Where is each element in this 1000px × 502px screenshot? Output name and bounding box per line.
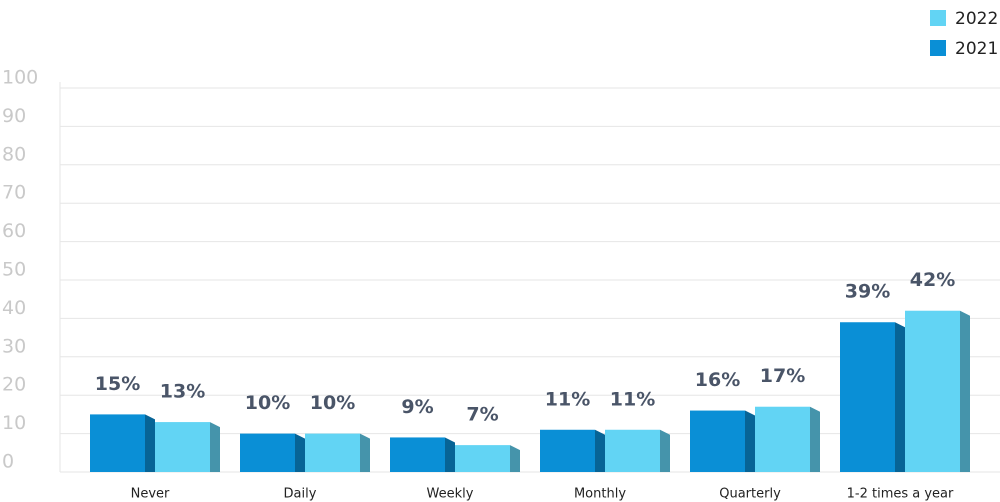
y-tick-label: 80 [2,143,26,165]
y-tick-label: 90 [2,105,26,127]
value-label: 9% [401,396,433,418]
bar [240,433,295,472]
value-label: 42% [910,269,955,291]
bar [155,422,210,472]
x-tick-label: Weekly [427,487,474,502]
legend-label: 2022 [955,9,998,29]
bar [455,445,510,472]
bar-side [295,433,305,472]
bar [755,406,810,472]
legend-swatch [930,10,946,26]
y-tick-label: 40 [2,297,26,319]
value-label: 10% [310,392,355,414]
bar-side [145,414,155,472]
bar-side [210,422,220,472]
y-tick-label: 100 [2,67,38,89]
x-tick-label: Quarterly [719,487,781,502]
bar-side [660,429,670,472]
bar [90,414,145,472]
value-label: 13% [160,381,205,403]
y-tick-label: 50 [2,259,26,281]
bar-side [895,322,905,472]
value-label: 11% [545,388,590,410]
bar-side [810,406,820,472]
bar-side [360,433,370,472]
value-label: 17% [760,365,805,387]
y-tick-label: 20 [2,374,26,396]
legend-label: 2021 [955,39,998,59]
bar [540,429,595,472]
value-label: 11% [610,388,655,410]
bar [905,310,960,472]
bar-side [595,429,605,472]
bar [690,410,745,472]
y-tick-label: 60 [2,220,26,242]
x-tick-label: Monthly [574,487,626,502]
value-label: 15% [95,373,140,395]
value-label: 39% [845,281,890,303]
x-tick-label: Never [131,487,170,502]
value-label: 10% [245,392,290,414]
x-tick-label: 1-2 times a year [847,487,954,502]
bar-side [745,410,755,472]
bar [605,429,660,472]
x-tick-label: Daily [284,487,317,502]
bar [305,433,360,472]
y-tick-label: 10 [2,412,26,434]
legend-swatch [930,40,946,56]
bar [390,437,445,472]
bar-side [960,310,970,472]
value-label: 16% [695,369,740,391]
bar-side [445,437,455,472]
y-tick-label: 70 [2,182,26,204]
value-label: 7% [466,404,498,426]
y-tick-label: 30 [2,335,26,357]
bar-side [510,445,520,472]
bar [840,322,895,472]
y-tick-label: 0 [2,451,14,473]
